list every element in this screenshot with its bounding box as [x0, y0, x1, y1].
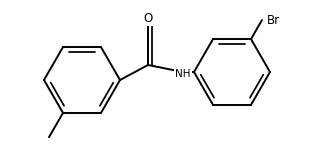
Text: Br: Br: [267, 13, 280, 26]
Text: O: O: [143, 12, 153, 25]
Text: NH: NH: [175, 69, 191, 79]
